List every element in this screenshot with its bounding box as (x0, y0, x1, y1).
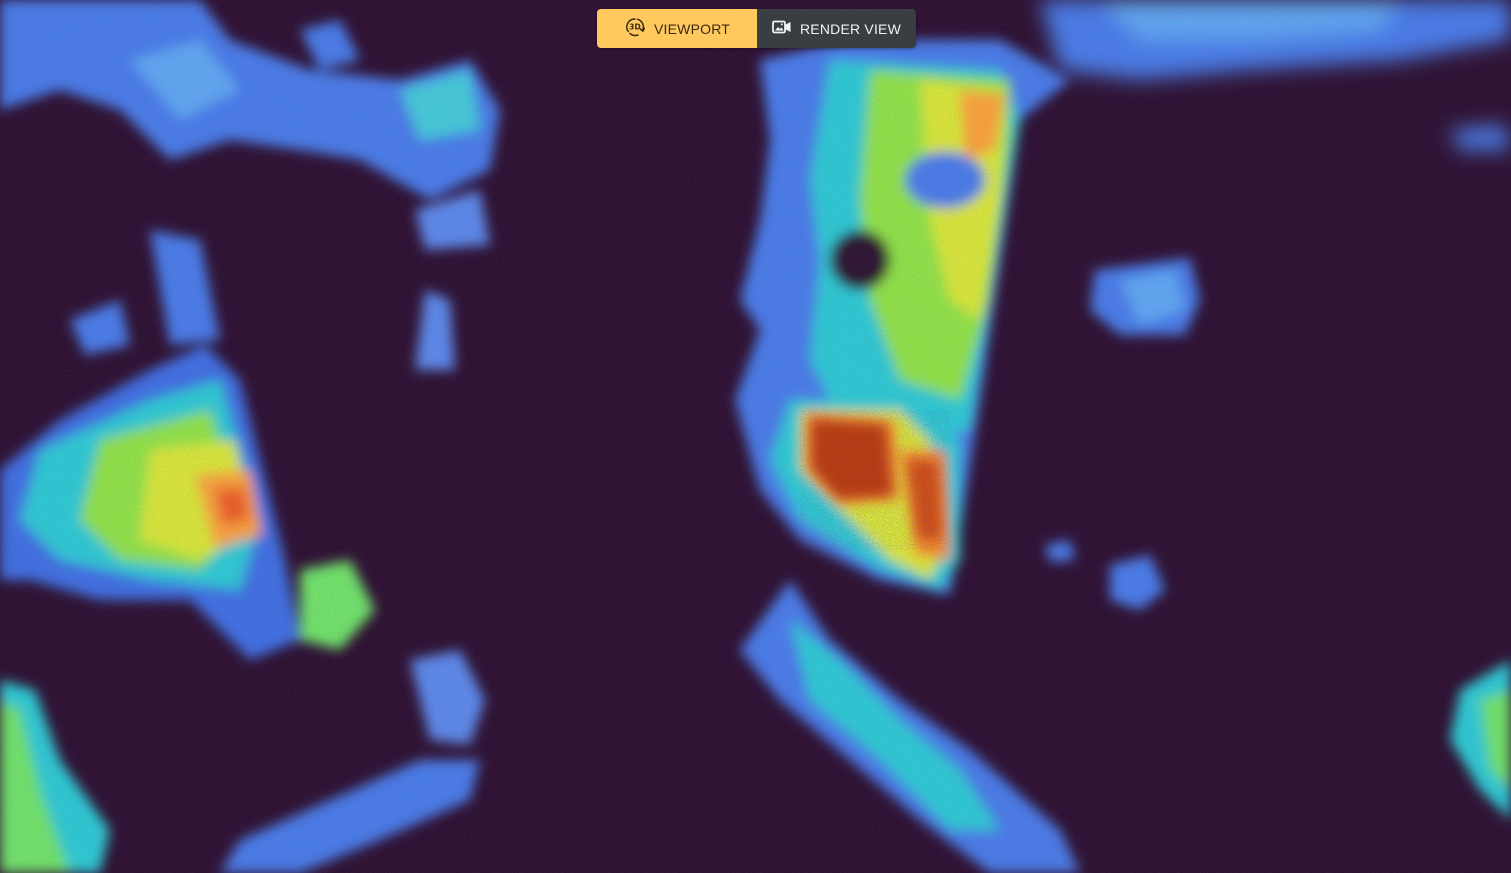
viewport-mode-label: VIEWPORT (653, 20, 731, 37)
view-mode-toggle: 3D VIEWPORT RENDER VIEW (597, 9, 916, 48)
viewport-mode-button[interactable]: 3D VIEWPORT (597, 9, 757, 48)
camera-image-icon (772, 19, 792, 38)
svg-text:3D: 3D (629, 23, 641, 32)
render-view-mode-label: RENDER VIEW (800, 20, 901, 37)
render-view-mode-button[interactable]: RENDER VIEW (757, 9, 916, 48)
rotate-3d-icon: 3D (624, 16, 646, 41)
